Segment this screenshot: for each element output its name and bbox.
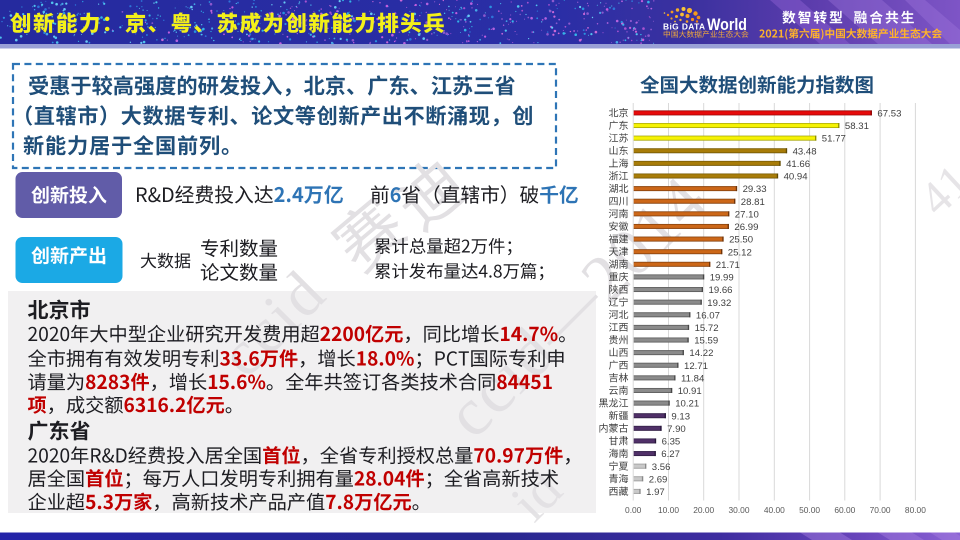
svg-text:19.99: 19.99 [710,273,734,284]
svg-text:29.33: 29.33 [743,184,767,195]
svg-text:10.21: 10.21 [675,399,699,410]
svg-text:21.71: 21.71 [716,260,740,271]
svg-text:43.48: 43.48 [793,146,817,157]
svg-text:67.53: 67.53 [877,109,901,120]
svg-text:7.90: 7.90 [667,424,686,435]
svg-text:25.50: 25.50 [729,235,753,246]
svg-text:80.00: 80.00 [905,505,926,515]
svg-text:6.27: 6.27 [661,449,680,460]
svg-text:11.84: 11.84 [681,373,705,384]
svg-text:10.00: 10.00 [658,505,679,515]
svg-text:40.94: 40.94 [784,172,809,183]
svg-text:3.56: 3.56 [652,462,671,473]
svg-text:2.69: 2.69 [649,474,668,485]
svg-text:25.12: 25.12 [728,247,752,258]
svg-text:19.32: 19.32 [707,298,731,309]
svg-text:1.97: 1.97 [646,487,665,498]
svg-text:51.77: 51.77 [822,134,846,145]
svg-text:BiG DATA: BiG DATA [663,22,705,32]
svg-text:6.35: 6.35 [662,437,681,448]
svg-text:12.71: 12.71 [684,361,708,372]
svg-text:20.00: 20.00 [693,505,714,515]
svg-text:28.81: 28.81 [741,197,765,208]
svg-text:10.91: 10.91 [678,386,702,397]
svg-text:40.00: 40.00 [764,505,785,515]
svg-text:0.00: 0.00 [625,505,642,515]
svg-text:9.13: 9.13 [671,411,690,422]
svg-text:19.66: 19.66 [709,285,733,296]
svg-text:60.00: 60.00 [834,505,855,515]
svg-text:27.10: 27.10 [735,209,759,220]
svg-text:15.72: 15.72 [695,323,719,334]
svg-text:30.00: 30.00 [729,505,750,515]
svg-text:70.00: 70.00 [870,505,891,515]
svg-text:15.59: 15.59 [694,336,718,347]
svg-text:16.07: 16.07 [696,310,720,321]
svg-text:World: World [707,16,747,34]
svg-text:58.31: 58.31 [845,121,869,132]
svg-text:14.22: 14.22 [689,348,713,359]
svg-text:50.00: 50.00 [799,505,820,515]
svg-text:41.66: 41.66 [786,159,810,170]
svg-text:26.99: 26.99 [734,222,758,233]
